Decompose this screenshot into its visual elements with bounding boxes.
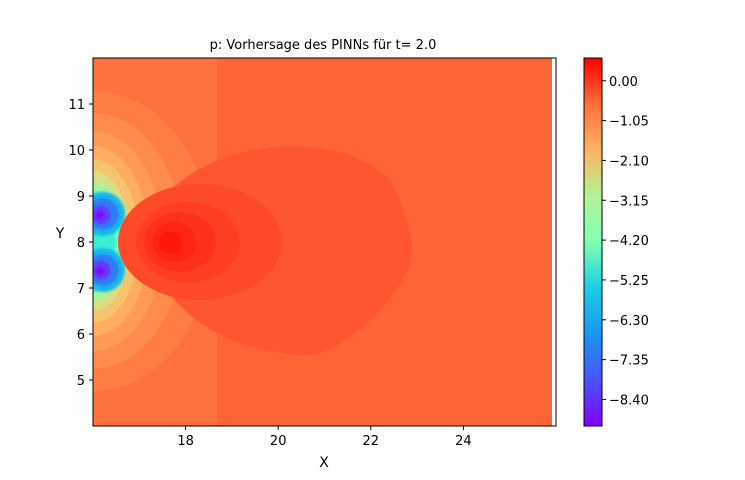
plot-right-edge-mask <box>552 58 556 426</box>
x-axis-ticks: 18 20 22 24 <box>177 426 472 449</box>
lobe-upper-center <box>95 210 105 220</box>
x-axis-label: X <box>319 455 329 471</box>
y-axis-label: Y <box>55 226 65 242</box>
colorbar-ticks: 0.00 −1.05 −2.10 −3.15 −4.20 −5.25 −6.30 −7.35 −… <box>602 75 649 408</box>
lobe-lower-center <box>95 266 105 276</box>
chart-title: p: Vorhersage des PINNs für t= 2.0 <box>210 38 437 53</box>
y-axis-ticks: 5 6 7 8 9 10 11 <box>68 98 93 389</box>
x-tick-label: 18 <box>177 434 194 449</box>
low-lobes <box>93 192 125 292</box>
colorbar <box>583 57 603 427</box>
colorbar-tick-label: −3.15 <box>609 194 649 209</box>
y-tick-label: 9 <box>77 190 85 205</box>
colorbar-tick-label: −6.30 <box>609 314 649 329</box>
colorbar-tick-label: −2.10 <box>609 154 649 169</box>
x-tick-label: 22 <box>363 434 380 449</box>
x-tick-label: 24 <box>455 434 472 449</box>
colorbar-tick-label: 0.00 <box>609 75 638 90</box>
colorbar-tick-label: −4.20 <box>609 234 649 249</box>
x-tick-label: 20 <box>270 434 287 449</box>
y-tick-label: 5 <box>77 374 85 389</box>
colorbar-tick-label: −8.40 <box>609 393 649 408</box>
y-tick-label: 10 <box>68 144 85 159</box>
high-contour-5 <box>159 232 181 254</box>
colorbar-tick-label: −5.25 <box>609 274 649 289</box>
y-tick-label: 7 <box>77 282 85 297</box>
colorbar-tick-label: −7.35 <box>609 354 649 369</box>
y-tick-label: 6 <box>77 328 85 343</box>
y-tick-label: 8 <box>77 236 85 251</box>
plot-area <box>93 58 556 426</box>
y-tick-label: 11 <box>68 98 85 113</box>
colorbar-tick-label: −1.05 <box>609 115 649 130</box>
